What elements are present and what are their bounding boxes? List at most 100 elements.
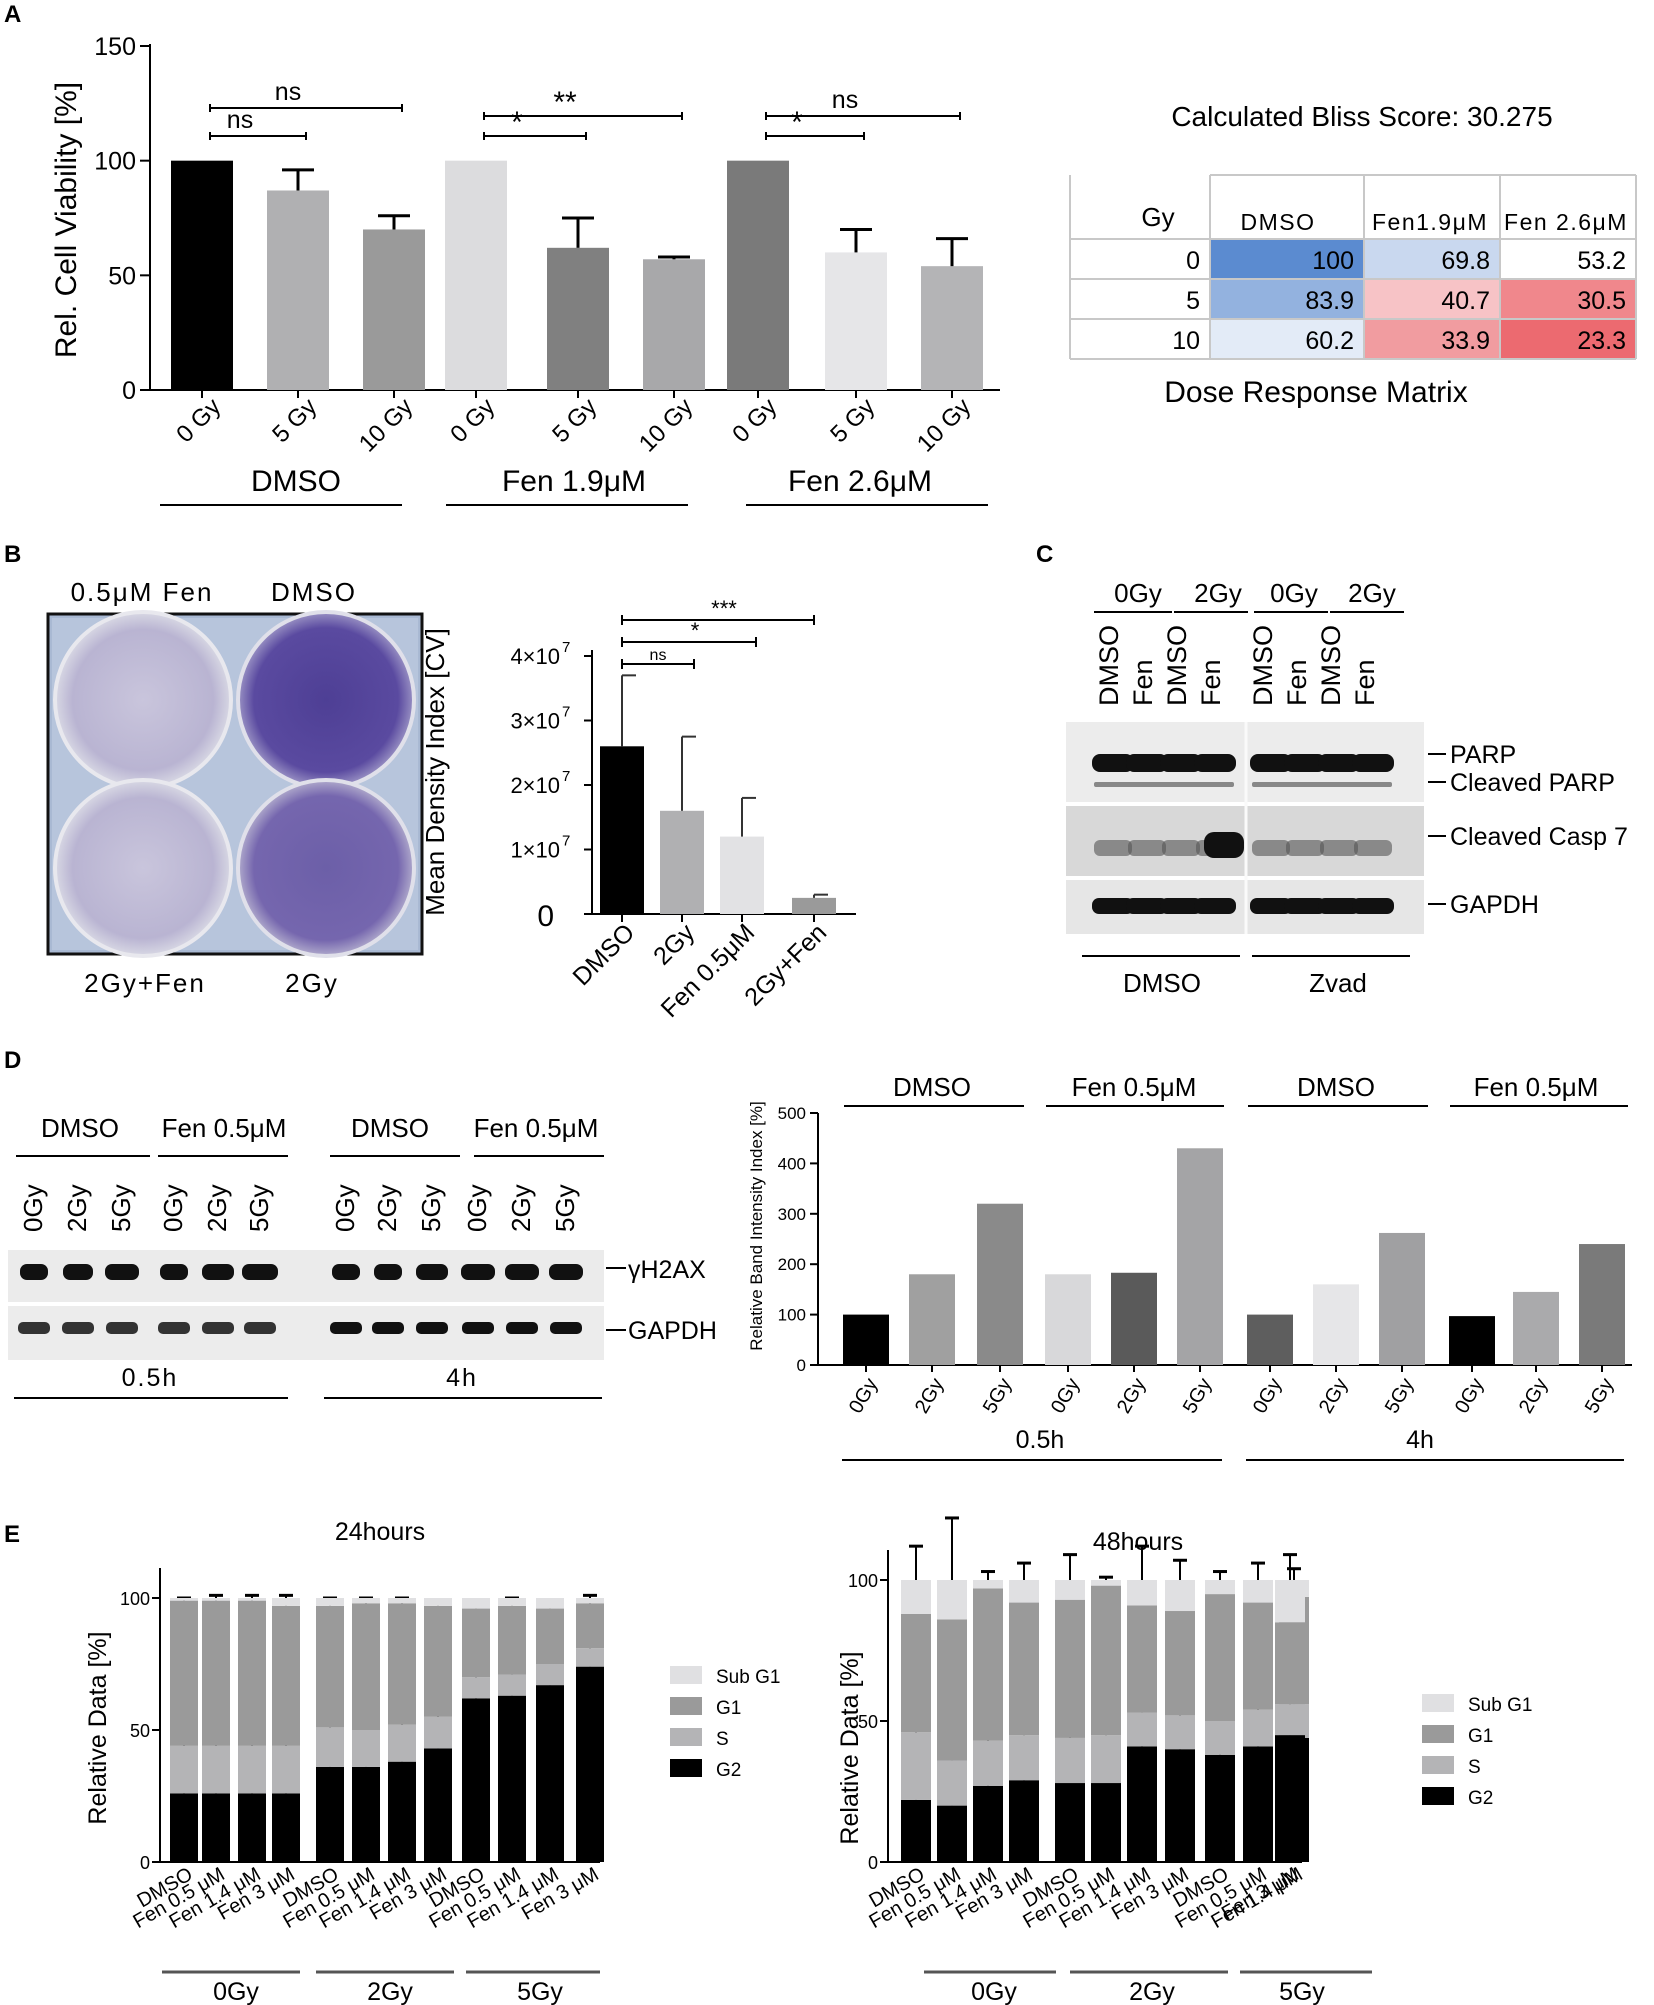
- e24-segment-sub-g1: [462, 1598, 490, 1609]
- d-xtick-label: 2Gy: [1113, 1375, 1150, 1418]
- e24-segment-sub-g1: [202, 1598, 230, 1601]
- matrix-cell: [1500, 319, 1636, 359]
- c-band-label: Cleaved Casp 7: [1450, 823, 1628, 851]
- e48-segment-sub-g1: [973, 1580, 1003, 1589]
- e48-legend-label: S: [1468, 1757, 1481, 1778]
- d-band-gapdh: [158, 1322, 190, 1334]
- e48-segment-s: [1055, 1737, 1085, 1784]
- e24-segment-g1: [536, 1608, 564, 1664]
- e24-segment-s: [352, 1730, 380, 1767]
- plate-label-dmso: DMSO: [271, 577, 357, 607]
- c-dose-label: 0Gy: [1270, 578, 1318, 608]
- a-bar: [643, 259, 705, 390]
- e24-title: 24hours: [335, 1518, 425, 1546]
- e24-segment-s: [462, 1677, 490, 1699]
- e48-segment-g2: [1243, 1746, 1273, 1862]
- a-bar: [547, 247, 609, 390]
- panel-label-a: A: [4, 1, 21, 28]
- e24-legend-swatch: [670, 1697, 702, 1715]
- e48-segment-g2: [901, 1799, 931, 1862]
- e24-segment-g2: [170, 1793, 198, 1862]
- e48-group-label: 0Gy: [971, 1978, 1017, 2005]
- d-ytick-label: 300: [778, 1205, 806, 1224]
- e48-segment-g2: [937, 1805, 967, 1862]
- d-band-gapdh: [372, 1322, 404, 1334]
- matrix-cell: [1364, 319, 1500, 359]
- plate-well-bottom-right: [236, 778, 416, 958]
- b-bar: [792, 897, 836, 914]
- d-band-label: γH2AX: [628, 1256, 706, 1284]
- d-band-gapdh: [18, 1322, 50, 1334]
- e48-ytick-label: 0: [868, 1853, 878, 1873]
- matrix-col-header: DMSO: [1241, 209, 1316, 235]
- d-lane-label: 5Gy: [244, 1184, 274, 1232]
- matrix-cell: [1210, 239, 1364, 279]
- b-xtick-label: DMSO: [567, 918, 640, 991]
- panel-d-band-intensity-chart: Relative Band Intensity Index [%] 0 100 20…: [747, 1072, 1632, 1461]
- e48-segment-g1: [937, 1619, 967, 1761]
- c-band-gapdh: [1284, 898, 1326, 914]
- d-xtick-label: 5Gy: [1179, 1375, 1216, 1418]
- d-band-h2ax: [105, 1264, 139, 1280]
- e48-segment-g1: [1055, 1599, 1085, 1738]
- e24-ylabel: Relative Data [%]: [84, 1631, 112, 1824]
- a-ytick-label: 0: [122, 377, 136, 405]
- panel-label-d: D: [4, 1047, 21, 1074]
- c-bottom-label: DMSO: [1123, 968, 1201, 998]
- c-band-cleaved-parp: [1286, 782, 1324, 787]
- panel-a-viability-chart: Rel. Cell Viability [%] 0 50 100 150 0 Gy 5 …: [50, 33, 1000, 506]
- e24-segment-g1: [498, 1605, 526, 1675]
- b-ytick-exponent: 7: [562, 833, 570, 850]
- d-lane-label: 2Gy: [506, 1184, 536, 1232]
- d-xtick-label: 0Gy: [845, 1375, 882, 1418]
- a-bar: [445, 160, 507, 390]
- e48-title: 48hours: [1093, 1528, 1183, 1556]
- e24-legend-label: S: [716, 1729, 729, 1750]
- d-bar: [1177, 1148, 1223, 1365]
- a-xtick-label: 5 Gy: [825, 393, 880, 448]
- d-group-top-label: DMSO: [893, 1072, 971, 1102]
- d-band-h2ax: [332, 1264, 360, 1280]
- d-lane-label: 5Gy: [550, 1184, 580, 1232]
- c-band-parp: [1250, 754, 1292, 772]
- matrix-dose: 10: [1172, 327, 1200, 355]
- d-group-top-label: Fen 0.5μM: [1474, 1072, 1599, 1102]
- d-treat-label: Fen 0.5μM: [474, 1113, 599, 1143]
- c-band-cleaved-parp: [1252, 782, 1290, 787]
- b-bar: [660, 810, 704, 914]
- d-lane-label: 0Gy: [462, 1184, 492, 1232]
- d-xtick-label: 5Gy: [979, 1375, 1016, 1418]
- d-band-gapdh: [202, 1322, 234, 1334]
- c-dose-label: 0Gy: [1114, 578, 1162, 608]
- matrix-cell: [1210, 319, 1364, 359]
- matrix-corner: Gy: [1141, 202, 1174, 232]
- e48-segment-g2: [1275, 1735, 1305, 1862]
- c-bottom-label: Zvad: [1309, 968, 1367, 998]
- e24-segment-g2: [388, 1761, 416, 1862]
- e24-legend-swatch: [670, 1728, 702, 1746]
- c-band-parp: [1352, 754, 1394, 772]
- e24-legend-swatch: [670, 1759, 702, 1777]
- e48-segment-sub-g1: [1243, 1580, 1273, 1603]
- d-band-h2ax: [549, 1264, 583, 1280]
- a-xtick-label: 0 Gy: [727, 393, 782, 448]
- e24-segment-s: [576, 1648, 604, 1667]
- d-ytick-label: 500: [778, 1104, 806, 1123]
- a-group-label: DMSO: [251, 465, 341, 498]
- e24-segment-g1: [424, 1605, 452, 1717]
- e48-segment-g1: [973, 1588, 1003, 1741]
- d-band-gapdh: [244, 1322, 276, 1334]
- d-band-gapdh: [506, 1322, 538, 1334]
- c-lane-label: DMSO: [1162, 625, 1192, 706]
- d-bar: [1247, 1314, 1293, 1365]
- c-band-gapdh: [1126, 898, 1168, 914]
- b-sig-label: ***: [711, 596, 737, 621]
- e48-segment-g2: [973, 1785, 1003, 1862]
- plate-label-fen: 0.5μM Fen: [71, 577, 214, 607]
- c-band-parp: [1318, 754, 1360, 772]
- e24-segment-g2: [352, 1766, 380, 1862]
- d-xtick-label: 0Gy: [1047, 1375, 1084, 1418]
- c-band-parp: [1092, 754, 1134, 772]
